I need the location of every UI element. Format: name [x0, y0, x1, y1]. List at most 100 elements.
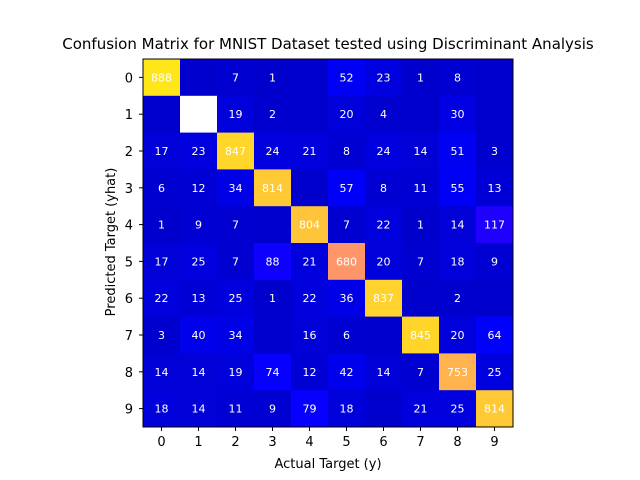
heatmap-cell-1-5: [328, 95, 366, 134]
heatmap-cell-1-7: [402, 95, 440, 134]
cell-label-9-5: 18: [340, 403, 354, 416]
y-tick-label-2: 2: [125, 145, 133, 160]
heatmap-cell-8-1: [180, 353, 218, 391]
cell-label-9-8: 25: [451, 403, 465, 416]
y-tick-label-5: 5: [125, 255, 133, 270]
cell-label-8-8: 753: [447, 366, 468, 379]
cell-label-1-8: 30: [451, 108, 465, 121]
cell-label-3-5: 57: [340, 182, 354, 195]
cell-label-9-0: 18: [155, 403, 169, 416]
heatmap-cell-0-8: [439, 59, 477, 97]
cell-label-2-7: 14: [414, 145, 428, 158]
cell-label-2-3: 24: [266, 145, 280, 158]
heatmap-cell-2-7: [402, 132, 440, 170]
y-axis-label: Predicted Target (yhat): [104, 168, 119, 317]
heatmap-cell-9-1: [180, 390, 218, 428]
cell-label-5-5: 680: [336, 255, 357, 268]
x-tick-label-9: 9: [490, 435, 498, 450]
cell-label-9-9: 814: [484, 403, 505, 416]
heatmap-cell-3-6: [365, 169, 403, 207]
heatmap-cell-2-2: [217, 132, 255, 170]
heatmap-cell-4-6: [365, 206, 403, 244]
heatmap-cell-2-6: [365, 132, 403, 170]
cell-label-3-6: 8: [380, 182, 387, 195]
cell-label-8-0: 14: [155, 366, 169, 379]
cell-label-7-9: 64: [488, 329, 502, 342]
heatmap-cell-9-7: [402, 390, 440, 428]
heatmap-cell-0-6: [365, 59, 403, 97]
x-axis-ticks: 0 1 2 3 4 5 6 7 8 9: [157, 427, 499, 450]
heatmap-cell-3-2: [217, 169, 255, 207]
heatmap-cell-6-6: [365, 279, 403, 318]
y-tick-label-0: 0: [125, 71, 133, 86]
cell-label-9-4: 79: [303, 403, 317, 416]
cell-label-0-0: 888: [151, 71, 172, 84]
cell-label-1-2: 19: [229, 108, 243, 121]
heatmap-cell-4-7: [402, 206, 440, 244]
cell-label-4-0: 1: [158, 219, 165, 232]
heatmap-cell-5-8: [439, 243, 477, 281]
y-tick-label-7: 7: [125, 329, 133, 344]
heatmap-cell-9-2: [217, 390, 255, 428]
heatmap-cell-2-8: [439, 132, 477, 170]
heatmap-cell-5-6: [365, 243, 403, 281]
cell-label-5-3: 88: [266, 255, 280, 268]
heatmap-cell-3-5: [328, 169, 366, 207]
heatmap-cell-9-4: [291, 390, 329, 428]
cell-label-8-7: 7: [417, 366, 424, 379]
heatmap-cell-1-6: [365, 95, 403, 134]
cell-label-7-1: 40: [192, 329, 206, 342]
heatmap-cell-8-8: [439, 353, 477, 391]
cell-label-7-2: 34: [229, 329, 243, 342]
heatmap-cell-7-6: [365, 316, 403, 354]
heatmap-cell-2-9: [476, 132, 514, 170]
heatmap-cell-7-2: [217, 316, 255, 354]
heatmap-cell-8-6: [365, 353, 403, 391]
cell-label-8-2: 19: [229, 366, 243, 379]
heatmap-cell-6-2: [217, 279, 255, 318]
heatmap-cell-6-8: [439, 279, 477, 318]
cell-label-7-0: 3: [158, 329, 165, 342]
cell-label-6-0: 22: [155, 292, 169, 305]
heatmap-cell-7-8: [439, 316, 477, 354]
heatmap-cell-7-7: [402, 316, 440, 354]
heatmap-cell-8-4: [291, 353, 329, 391]
heatmap-cell-3-1: [180, 169, 218, 207]
y-tick-label-4: 4: [125, 219, 133, 234]
x-tick-label-6: 6: [379, 435, 387, 450]
cell-label-5-0: 17: [155, 255, 169, 268]
heatmap-cell-9-3: [254, 390, 292, 428]
cell-label-5-2: 7: [232, 255, 239, 268]
cell-label-1-1: 1060: [185, 108, 213, 121]
heatmap-cell-4-9: [476, 206, 514, 244]
cell-label-9-2: 11: [229, 403, 243, 416]
cell-label-8-4: 12: [303, 366, 317, 379]
heatmap-cell-6-4: [291, 279, 329, 318]
cell-label-3-1: 12: [192, 182, 206, 195]
cell-label-6-8: 2: [454, 292, 461, 305]
cell-label-4-2: 7: [232, 219, 239, 232]
cell-label-2-6: 24: [377, 145, 391, 158]
heatmap-cell-3-3: [254, 169, 292, 207]
y-tick-label-8: 8: [125, 366, 133, 381]
cell-label-6-1: 13: [192, 292, 206, 305]
cell-label-3-2: 34: [229, 182, 243, 195]
cell-label-8-5: 42: [340, 366, 354, 379]
x-tick-label-1: 1: [194, 435, 202, 450]
cell-label-7-8: 20: [451, 329, 465, 342]
cell-label-5-8: 18: [451, 255, 465, 268]
cell-label-2-9: 3: [491, 145, 498, 158]
cell-label-1-5: 20: [340, 108, 354, 121]
heatmap-cell-6-0: [143, 279, 181, 318]
cell-label-2-8: 51: [451, 145, 465, 158]
cell-label-8-9: 25: [488, 366, 502, 379]
cell-label-0-8: 8: [454, 71, 461, 84]
x-tick-label-3: 3: [268, 435, 276, 450]
heatmap-cell-4-3: [254, 206, 292, 244]
cell-label-7-4: 16: [303, 329, 317, 342]
heatmap-cell-9-0: [143, 390, 181, 428]
heatmap-cell-5-4: [291, 243, 329, 281]
heatmap-cell-5-1: [180, 243, 218, 281]
heatmap-cell-8-0: [143, 353, 181, 391]
